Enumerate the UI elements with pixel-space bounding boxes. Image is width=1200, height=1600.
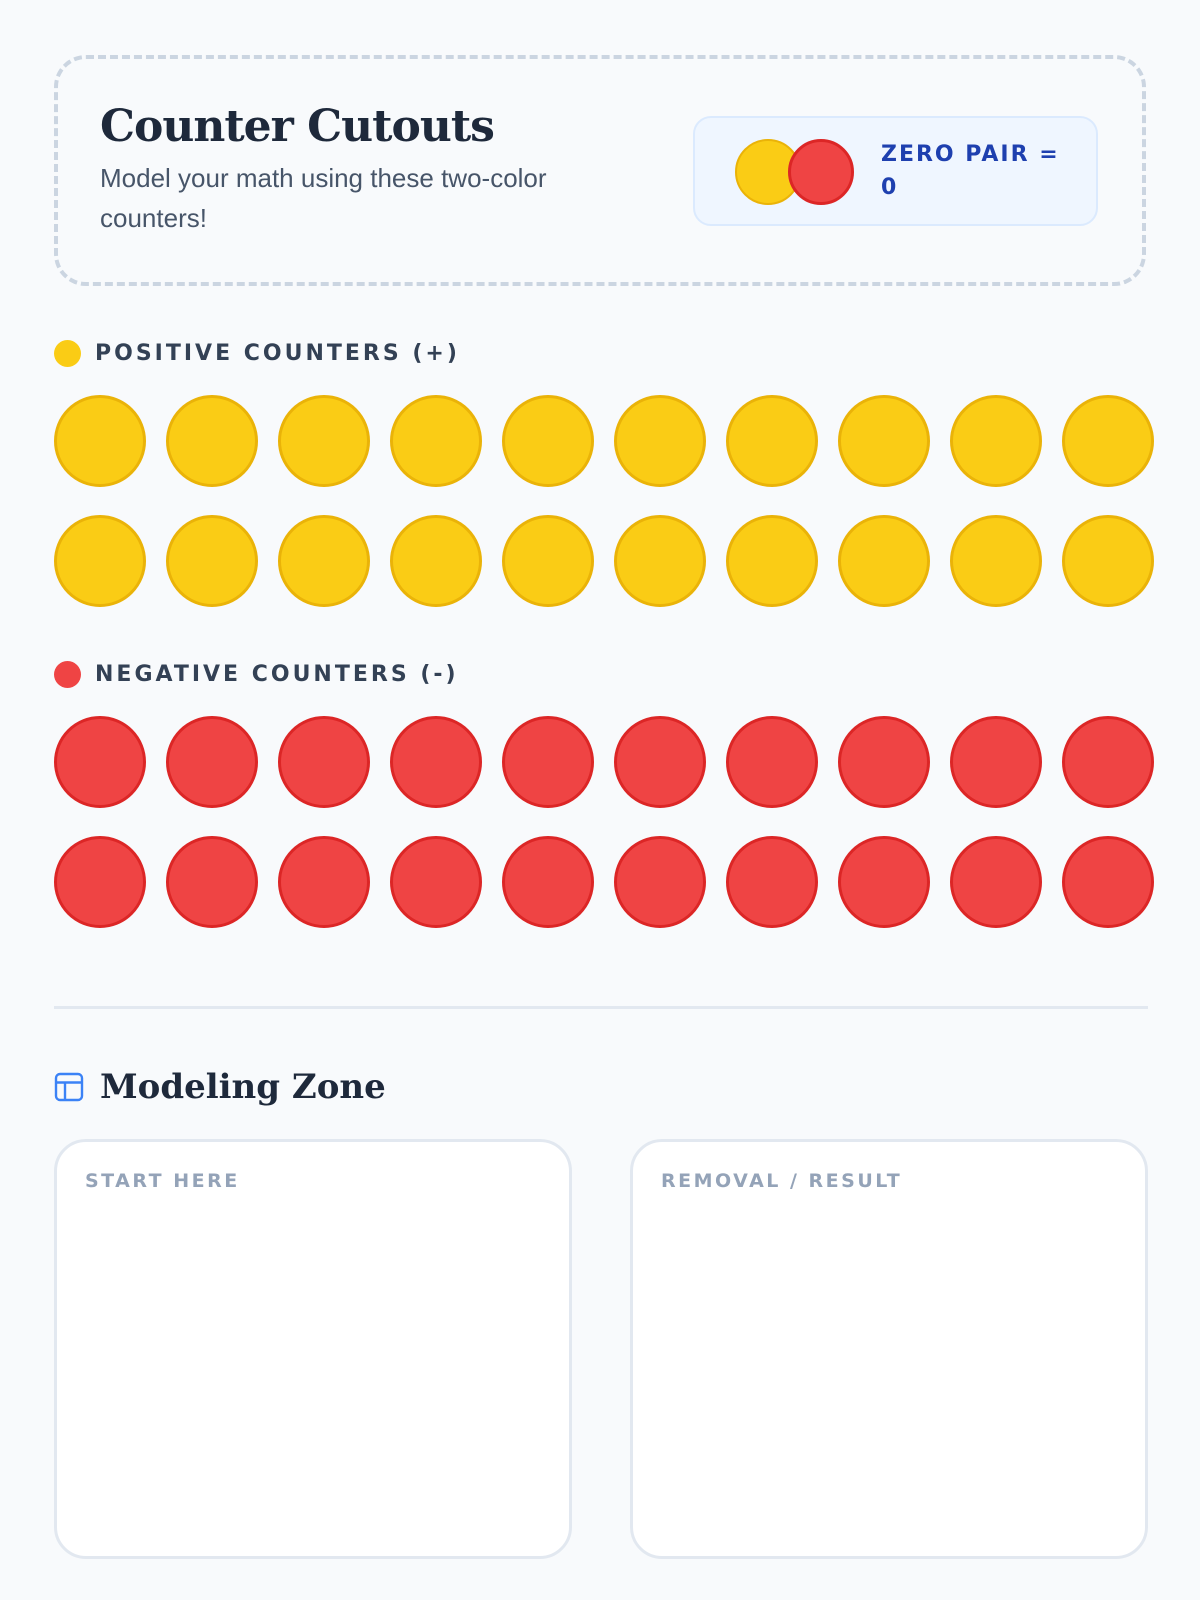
positive-counter[interactable] [54,515,146,607]
negative-counter[interactable] [502,836,594,928]
positive-counter[interactable] [390,395,482,487]
negative-counter[interactable] [1062,716,1154,808]
modeling-zones: START HERE REMOVAL / RESULT [54,1139,1148,1559]
positive-counter[interactable] [390,515,482,607]
positive-counter[interactable] [950,395,1042,487]
negative-dot-icon [54,661,81,688]
positive-counter[interactable] [1062,395,1154,487]
negative-counter-grid [54,716,1154,928]
negative-counter[interactable] [54,716,146,808]
page-title: Counter Cutouts [100,101,495,153]
negative-counter[interactable] [278,716,370,808]
positive-counter[interactable] [278,515,370,607]
layout-icon [54,1072,84,1102]
zero-pair-label: ZERO PAIR = 0 [881,141,1060,200]
positive-counter[interactable] [166,515,258,607]
positive-counter[interactable] [166,395,258,487]
positive-dot-icon [54,340,81,367]
negative-counter[interactable] [950,716,1042,808]
positive-counter[interactable] [838,515,930,607]
modeling-zone-heading: Modeling Zone [54,1067,1146,1107]
result-zone-label: REMOVAL / RESULT [661,1170,903,1192]
negative-counter[interactable] [1062,836,1154,928]
positive-counter[interactable] [278,395,370,487]
header-card: Counter Cutouts Model your math using th… [54,55,1146,286]
negative-counter[interactable] [54,836,146,928]
start-zone-label: START HERE [85,1170,240,1192]
divider [54,1006,1148,1009]
negative-counter[interactable] [838,716,930,808]
positive-counter-grid [54,395,1154,607]
negative-counter[interactable] [390,716,482,808]
negative-counter[interactable] [950,836,1042,928]
positive-counter[interactable] [614,515,706,607]
positive-counter[interactable] [614,395,706,487]
positive-counter[interactable] [502,515,594,607]
positive-counter[interactable] [1062,515,1154,607]
negative-counter[interactable] [390,836,482,928]
positive-counter[interactable] [726,395,818,487]
negative-counter[interactable] [166,836,258,928]
positive-counter[interactable] [838,395,930,487]
negative-counter[interactable] [726,716,818,808]
negative-counter[interactable] [502,716,594,808]
positive-section-label: POSITIVE COUNTERS (+) [95,341,460,366]
positive-counter[interactable] [726,515,818,607]
negative-section-label: NEGATIVE COUNTERS (-) [95,662,459,687]
negative-counter[interactable] [838,836,930,928]
result-zone[interactable]: REMOVAL / RESULT [630,1139,1148,1559]
negative-counter[interactable] [166,716,258,808]
negative-counter[interactable] [614,716,706,808]
positive-counter[interactable] [502,395,594,487]
negative-section-heading: NEGATIVE COUNTERS (-) [54,661,1146,688]
negative-counter-icon [788,138,854,205]
start-zone[interactable]: START HERE [54,1139,572,1559]
negative-counter[interactable] [726,836,818,928]
negative-counter[interactable] [278,836,370,928]
zero-pair-icons [735,137,855,205]
negative-counter[interactable] [614,836,706,928]
positive-counter[interactable] [54,395,146,487]
modeling-zone-title: Modeling Zone [100,1067,386,1107]
positive-counter[interactable] [950,515,1042,607]
page-subtitle: Model your math using these two-color co… [100,162,547,233]
positive-section-heading: POSITIVE COUNTERS (+) [54,340,1146,367]
title-block: Counter Cutouts Model your math using th… [100,101,660,237]
zero-pair-legend: ZERO PAIR = 0 [693,115,1098,226]
